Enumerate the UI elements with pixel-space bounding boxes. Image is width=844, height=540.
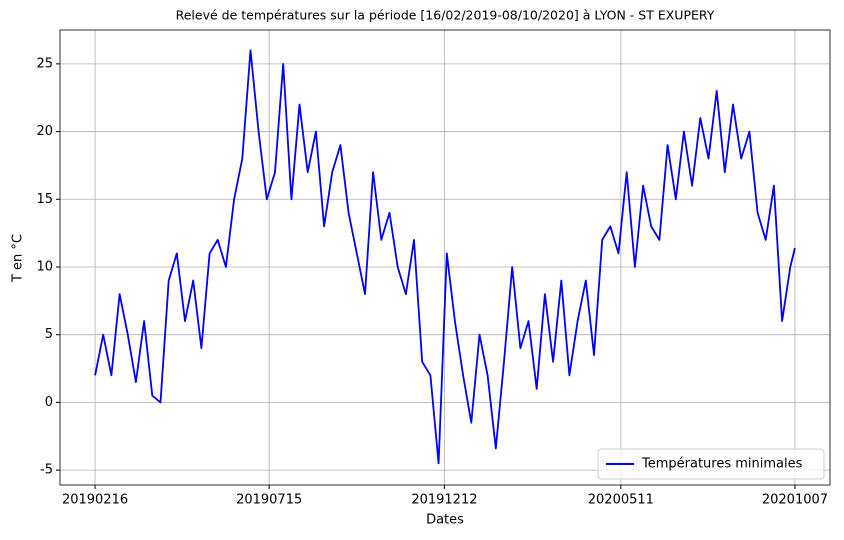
- x-tick-label: 20190715: [236, 493, 302, 508]
- chart-title: Relevé de températures sur la période [1…: [176, 8, 715, 23]
- data-line: [94, 49, 796, 465]
- x-tick-label: 20191212: [411, 493, 477, 508]
- x-tick-label: 20201007: [762, 493, 828, 508]
- y-axis-label: T en °C: [11, 234, 26, 283]
- y-tick-label: 25: [36, 56, 53, 71]
- x-tick-label: 20190216: [62, 493, 128, 508]
- legend-box: [597, 448, 825, 480]
- legend: Températures minimales: [597, 448, 825, 480]
- y-tick-label: 0: [45, 395, 53, 410]
- y-tick-label: 20: [36, 124, 53, 139]
- y-tick-label: -5: [40, 463, 53, 478]
- y-tick-label: 15: [36, 192, 53, 207]
- plot-frame: [59, 29, 831, 486]
- x-tick-label: 20200511: [588, 493, 654, 508]
- y-tick-label: 5: [45, 327, 53, 342]
- y-tick-label: 10: [36, 259, 53, 274]
- x-axis-label: Dates: [426, 513, 464, 528]
- legend-label: Températures minimales: [641, 457, 803, 472]
